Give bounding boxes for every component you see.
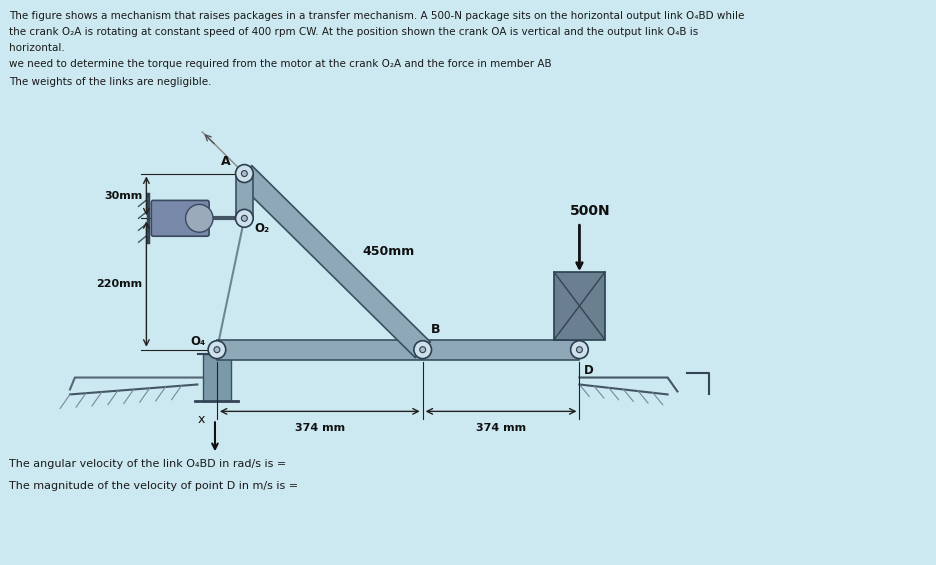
Circle shape [571, 341, 588, 359]
Text: x: x [197, 413, 205, 426]
Circle shape [414, 341, 431, 359]
Text: 220mm: 220mm [96, 279, 142, 289]
FancyBboxPatch shape [203, 354, 230, 401]
Text: 374 mm: 374 mm [476, 423, 526, 433]
Text: horizontal.: horizontal. [9, 43, 65, 53]
Circle shape [577, 347, 582, 353]
Text: O₂: O₂ [255, 222, 270, 235]
Text: The angular velocity of the link O₄BD in rad/s is =: The angular velocity of the link O₄BD in… [9, 459, 286, 469]
Text: The magnitude of the velocity of point D in m/s is =: The magnitude of the velocity of point D… [9, 481, 299, 491]
Polygon shape [236, 173, 253, 218]
Circle shape [419, 347, 426, 353]
Text: A: A [221, 155, 230, 168]
Circle shape [241, 215, 247, 221]
Text: 374 mm: 374 mm [295, 423, 344, 433]
Text: we need to determine the torque required from the motor at the crank O₂A and the: we need to determine the torque required… [9, 59, 552, 69]
Text: O₄: O₄ [190, 334, 205, 347]
Text: The weights of the links are negligible.: The weights of the links are negligible. [9, 77, 212, 87]
Polygon shape [237, 166, 431, 358]
Circle shape [236, 164, 253, 182]
Text: the crank O₂A is rotating at constant speed of 400 rpm CW. At the position shown: the crank O₂A is rotating at constant sp… [9, 27, 698, 37]
Text: B: B [431, 323, 440, 336]
Polygon shape [217, 340, 579, 359]
Text: D: D [584, 364, 594, 377]
Text: 30mm: 30mm [104, 191, 142, 201]
Circle shape [208, 341, 226, 359]
FancyBboxPatch shape [554, 272, 605, 340]
Text: 500N: 500N [570, 205, 610, 218]
Circle shape [236, 210, 253, 227]
Circle shape [214, 347, 220, 353]
FancyBboxPatch shape [152, 201, 209, 236]
Text: 450mm: 450mm [363, 245, 416, 258]
Circle shape [185, 205, 213, 232]
Circle shape [241, 171, 247, 176]
Text: The figure shows a mechanism that raises packages in a transfer mechanism. A 500: The figure shows a mechanism that raises… [9, 11, 745, 21]
